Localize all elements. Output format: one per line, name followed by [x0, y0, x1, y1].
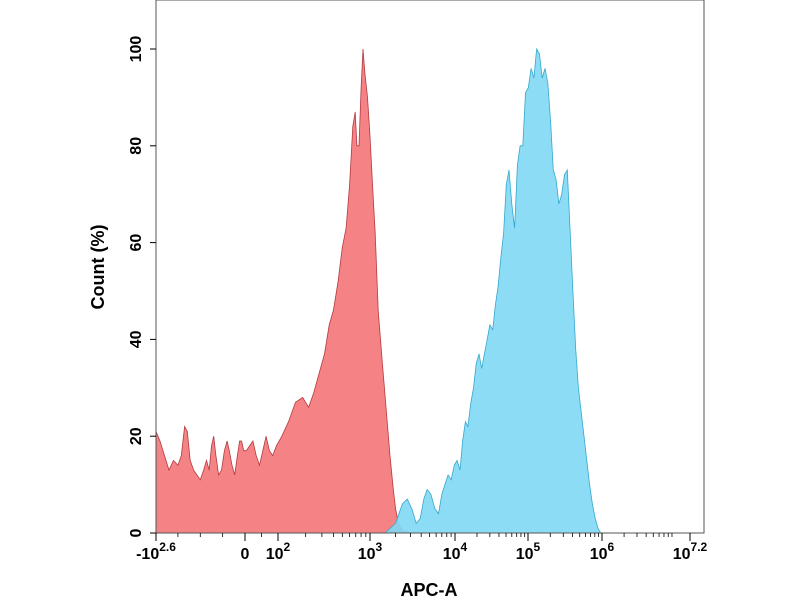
series-layer [155, 47, 602, 534]
histogram-series-1 [155, 48, 411, 534]
x-tick-label: -102.6 [136, 540, 176, 563]
x-tick-label: 107.2 [673, 540, 708, 563]
y-tick-label: 80 [128, 137, 145, 155]
y-axis: 0 20 40 60 80 100 [128, 36, 156, 537]
x-tick-label: 105 [516, 540, 541, 563]
x-axis: -102.6 0 102 103 104 105 106 107.2 [136, 533, 708, 563]
x-tick-label: 106 [590, 540, 615, 563]
x-axis-title: APC-A [401, 580, 458, 600]
x-tick-label: 103 [358, 540, 383, 563]
y-tick-label: 100 [128, 36, 145, 63]
y-tick-label: 0 [128, 528, 145, 537]
y-tick-label: 40 [128, 330, 145, 348]
y-tick-label: 20 [128, 427, 145, 445]
x-tick-label: 104 [443, 540, 468, 563]
y-axis-title: Count (%) [88, 225, 108, 310]
x-tick-label: 102 [266, 540, 291, 563]
x-tick-label: 0 [241, 546, 250, 563]
y-tick-label: 60 [128, 234, 145, 252]
plot-frame [155, 0, 705, 534]
histogram-series-2 [383, 47, 602, 534]
